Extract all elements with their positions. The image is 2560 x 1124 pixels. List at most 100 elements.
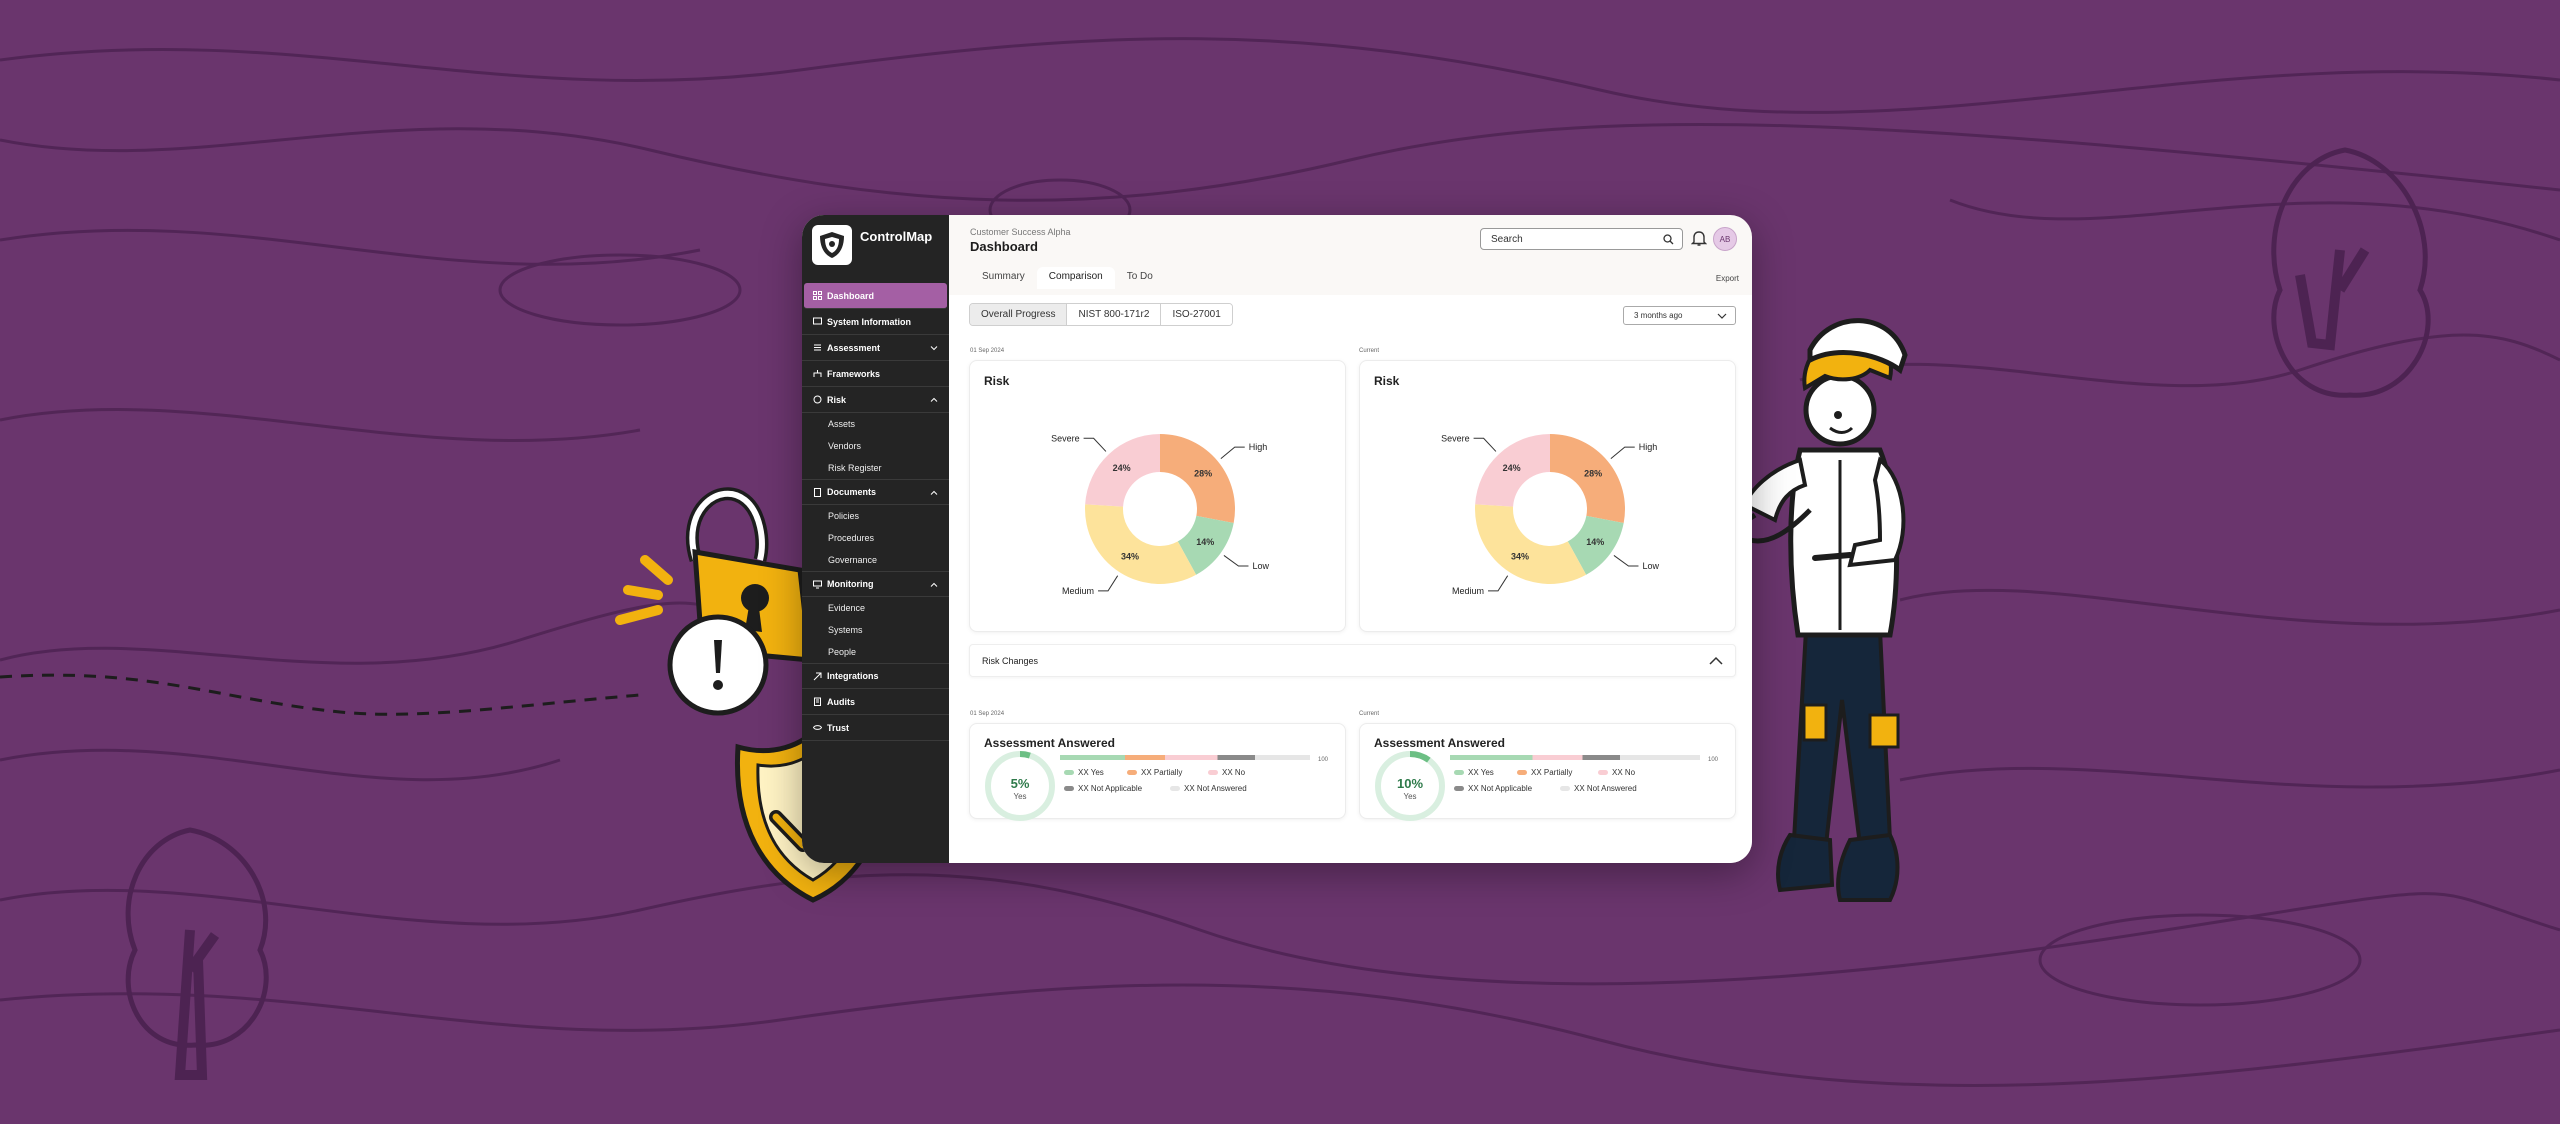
right-date-label: Current	[1359, 711, 1380, 717]
sidebar-subitem-evidence[interactable]: Evidence	[828, 603, 866, 613]
legend-not-applicable: XX Not Applicable	[1454, 784, 1532, 793]
card-title: Risk	[1374, 374, 1400, 388]
sidebar-item-monitoring[interactable]: Monitoring	[802, 571, 949, 597]
legend-no: XX No	[1208, 768, 1245, 777]
slice-category-label: High	[1639, 442, 1658, 452]
list-icon	[812, 343, 822, 353]
bar-segment-yes[interactable]	[1060, 755, 1125, 760]
chevron-down-icon[interactable]	[929, 343, 939, 353]
sidebar-item-audits[interactable]: Audits	[802, 689, 949, 715]
sidebar-subitem-vendors[interactable]: Vendors	[828, 441, 862, 451]
ring-caption: Yes	[1013, 792, 1026, 801]
shield-icon[interactable]	[812, 225, 852, 265]
sidebar-subitem-systems[interactable]: Systems	[828, 625, 863, 635]
left-date-label: 01 Sep 2024	[970, 711, 1005, 717]
slice-value-label: 28%	[1194, 468, 1212, 478]
tab-summary[interactable]: Summary	[982, 271, 1025, 282]
legend-no: XX No	[1598, 768, 1635, 777]
bar-segment-yes[interactable]	[1450, 755, 1533, 760]
sidebar-subitem-risk-register[interactable]: Risk Register	[828, 463, 882, 473]
bar-segment-no[interactable]	[1532, 755, 1583, 760]
framework-nist[interactable]: NIST 800-171r2	[1067, 304, 1162, 325]
sidebar-subitem-people[interactable]: People	[828, 647, 857, 657]
slice-value-label: 24%	[1503, 463, 1521, 473]
donut-slice-medium[interactable]	[1085, 504, 1197, 584]
risk-donut-chart-left: 28% High 14% Low 34% Medium 24% Severe	[1051, 433, 1269, 596]
sidebar-item-assessment[interactable]: Assessment	[802, 335, 949, 361]
sidebar-item-label: Dashboard	[827, 290, 875, 301]
legend-swatch	[1064, 786, 1074, 791]
donut-slice-medium[interactable]	[1475, 504, 1587, 584]
bar-segment-not-applicable[interactable]	[1217, 755, 1256, 760]
legend-label: XX Not Applicable	[1078, 784, 1143, 793]
legend-swatch	[1170, 786, 1180, 791]
risk-donut-chart-right: 28% High 14% Low 34% Medium 24% Severe	[1441, 433, 1659, 596]
chevron-up-icon[interactable]	[929, 580, 939, 590]
callout-line	[1220, 446, 1245, 460]
ring-percent: 10%	[1397, 776, 1423, 791]
card-title: Assessment Answered	[984, 736, 1115, 750]
callout-line	[1613, 555, 1639, 567]
card-title: Assessment Answered	[1374, 736, 1505, 750]
range-select[interactable]: 3 months ago	[1623, 306, 1736, 325]
donut-slice-low[interactable]	[1177, 515, 1234, 575]
tab-to-do[interactable]: To Do	[1126, 271, 1153, 282]
bar-segment-not-answered[interactable]	[1255, 755, 1310, 760]
callout-line	[1473, 437, 1497, 452]
legend-label: XX Partially	[1531, 768, 1573, 777]
sidebar-subitem-assets[interactable]: Assets	[828, 419, 856, 429]
ring-progress	[985, 751, 1055, 821]
breadcrumb[interactable]: Customer Success Alpha	[970, 227, 1071, 237]
legend-swatch	[1517, 770, 1527, 775]
bell-icon[interactable]	[1691, 229, 1707, 247]
bar-segment-not-answered[interactable]	[1620, 755, 1700, 760]
sidebar-item-dashboard[interactable]: Dashboard	[804, 283, 947, 309]
bar-segment-no[interactable]	[1165, 755, 1218, 760]
bar-segment-not-applicable[interactable]	[1582, 755, 1621, 760]
chevron-up-icon[interactable]	[1709, 656, 1723, 665]
legend-swatch	[1454, 770, 1464, 775]
sidebar-item-label: System Information	[827, 316, 912, 327]
export-button[interactable]: Export	[1715, 274, 1739, 283]
framework-overall-progress[interactable]: Overall Progress	[970, 304, 1068, 325]
sidebar-subitem-policies[interactable]: Policies	[828, 511, 860, 521]
donut-slice-severe[interactable]	[1475, 434, 1550, 507]
donut-slice-high[interactable]	[1160, 434, 1235, 524]
left-date-label: 01 Sep 2024	[970, 348, 1005, 354]
chevron-up-icon[interactable]	[929, 395, 939, 405]
sidebar-item-frameworks[interactable]: Frameworks	[802, 361, 949, 387]
slice-category-label: Severe	[1051, 433, 1080, 443]
legend-not-answered: XX Not Answered	[1560, 784, 1637, 793]
slice-value-label: 14%	[1196, 537, 1214, 547]
sidebar: ControlMap Dashboard System Information …	[802, 215, 949, 863]
donut-slice-low[interactable]	[1567, 515, 1624, 575]
search-icon[interactable]	[1663, 234, 1674, 245]
callout-line	[1610, 446, 1635, 460]
sidebar-subitem-procedures[interactable]: Procedures	[828, 533, 875, 543]
tab-comparison[interactable]: Comparison	[1036, 267, 1115, 289]
donut-slice-high[interactable]	[1550, 434, 1625, 524]
chevron-up-icon[interactable]	[929, 488, 939, 498]
slice-value-label: 34%	[1121, 551, 1139, 561]
sidebar-item-trust[interactable]: Trust	[802, 715, 949, 741]
sidebar-item-system-information[interactable]: System Information	[802, 309, 949, 335]
clipboard-icon	[812, 697, 822, 707]
sidebar-item-risk[interactable]: Risk	[802, 387, 949, 413]
progress-ring: 10%Yes	[1375, 751, 1445, 821]
sidebar-item-integrations[interactable]: Integrations	[802, 663, 949, 689]
sidebar-subitem-governance[interactable]: Governance	[828, 555, 878, 565]
risk-changes-panel[interactable]: Risk Changes	[969, 644, 1736, 677]
search-input[interactable]: Search	[1480, 228, 1683, 250]
risk-icon	[812, 395, 822, 405]
sidebar-item-documents[interactable]: Documents	[802, 479, 949, 505]
legend-yes: XX Yes	[1454, 768, 1494, 777]
risk-changes-title: Risk Changes	[982, 656, 1039, 666]
comparison-content: Overall Progress NIST 800-171r2 ISO-2700…	[949, 295, 1752, 863]
donut-slice-severe[interactable]	[1085, 434, 1160, 507]
avatar[interactable]: AB	[1713, 227, 1737, 251]
bar-segment-partially[interactable]	[1125, 755, 1165, 760]
sidebar-item-label: Trust	[827, 722, 850, 733]
legend-not-applicable: XX Not Applicable	[1064, 784, 1142, 793]
framework-iso[interactable]: ISO-27001	[1161, 304, 1232, 325]
